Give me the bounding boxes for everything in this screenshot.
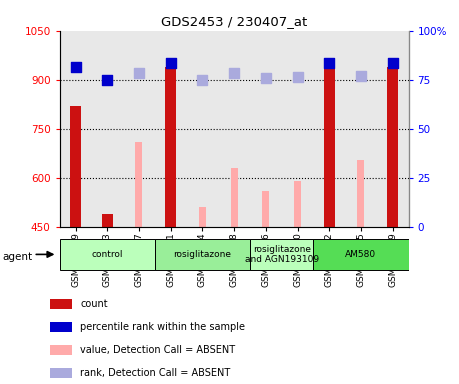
Text: percentile rank within the sample: percentile rank within the sample [80,322,245,332]
Bar [50,345,72,355]
Text: value, Detection Call = ABSENT: value, Detection Call = ABSENT [80,345,235,355]
Bar [102,214,113,227]
Text: count: count [80,299,108,309]
Text: rosiglitazone
and AGN193109: rosiglitazone and AGN193109 [245,245,319,264]
Point [357,73,364,79]
Bar [358,160,364,227]
Point [104,77,111,83]
Point [325,60,333,66]
Bar [262,191,269,227]
Bar [313,239,409,270]
Bar [60,239,155,270]
Bar [135,142,142,227]
Bar [155,239,250,270]
Point [135,70,143,76]
Point [294,74,301,81]
Bar [387,67,398,227]
Point [72,64,79,70]
Bar [230,168,238,227]
Point [199,77,206,83]
Text: control: control [91,250,123,259]
Bar [165,67,176,227]
Bar [50,322,72,332]
Point [230,70,238,76]
Bar [50,299,72,309]
Bar [324,60,335,227]
Text: rank, Detection Call = ABSENT: rank, Detection Call = ABSENT [80,368,230,378]
Bar [50,368,72,378]
Bar [250,239,313,270]
Point [262,75,269,81]
Title: GDS2453 / 230407_at: GDS2453 / 230407_at [161,15,307,28]
Text: agent: agent [2,252,33,262]
Bar [199,207,206,227]
Bar [294,181,301,227]
Point [389,60,396,66]
Text: rosiglitazone: rosiglitazone [174,250,231,259]
Point [167,60,174,66]
Bar [70,106,81,227]
Text: AM580: AM580 [345,250,376,259]
